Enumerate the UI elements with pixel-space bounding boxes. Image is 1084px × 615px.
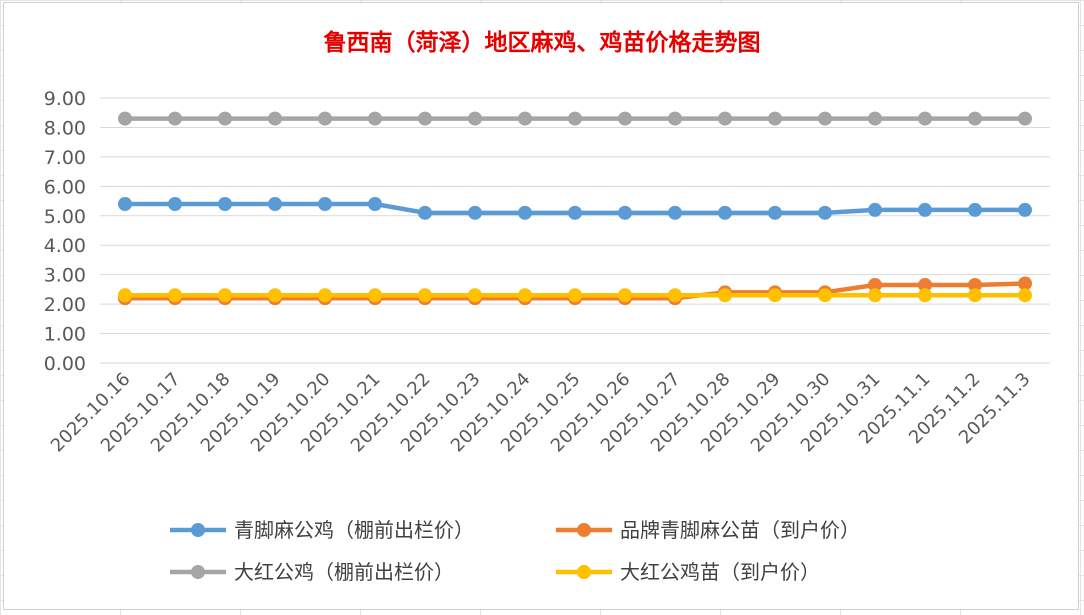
data-point [968, 288, 982, 303]
series-layer [118, 111, 1032, 306]
data-point [518, 288, 532, 303]
data-point [818, 111, 832, 126]
data-point [918, 202, 932, 217]
data-point [618, 205, 632, 220]
data-point [368, 111, 382, 126]
data-point [718, 111, 732, 126]
data-point [918, 111, 932, 126]
x-axis-ticks: 2025.10.162025.10.172025.10.182025.10.19… [47, 369, 1035, 457]
data-point [668, 288, 682, 303]
data-point [168, 111, 182, 126]
data-point [768, 205, 782, 220]
legend: 青脚麻公鸡（棚前出栏价） 品牌青脚麻公苗（到户价） 大红公鸡（棚前出栏价） 大红公鸡苗… [170, 518, 860, 584]
data-point [118, 288, 132, 303]
data-point [668, 205, 682, 220]
y-tick-label: 6.00 [44, 176, 86, 198]
gridlines [100, 97, 1050, 364]
y-tick-label: 8.00 [44, 117, 86, 139]
data-point [768, 288, 782, 303]
series-0 [118, 197, 1032, 220]
data-point [368, 197, 382, 211]
series-3 [118, 288, 1032, 303]
legend-swatch-marker [577, 523, 591, 537]
chart-frame[interactable] [3, 2, 1079, 610]
data-point [918, 277, 932, 292]
y-tick-label: 0.00 [44, 353, 86, 375]
data-point [168, 197, 182, 211]
data-point [568, 111, 582, 126]
data-point [518, 111, 532, 126]
data-point [968, 202, 982, 217]
data-point [868, 111, 882, 126]
data-point [218, 111, 232, 126]
data-point [868, 202, 882, 217]
legend-label: 青脚麻公鸡（棚前出栏价） [234, 518, 474, 542]
data-point [868, 277, 882, 292]
legend-swatch-marker [191, 565, 205, 579]
data-point [268, 197, 282, 211]
data-point [418, 205, 432, 220]
data-point [618, 111, 632, 126]
data-point [118, 111, 132, 126]
data-point [968, 111, 982, 126]
legend-swatch-marker [191, 523, 205, 537]
chart-title: 鲁西南（菏泽）地区麻鸡、鸡苗价格走势图 [323, 29, 761, 56]
data-point [218, 197, 232, 211]
y-tick-label: 7.00 [44, 147, 86, 169]
y-tick-label: 2.00 [44, 294, 86, 316]
y-tick-label: 4.00 [44, 235, 86, 257]
data-point [568, 205, 582, 220]
data-point [118, 197, 132, 211]
data-point [718, 288, 732, 303]
data-point [468, 288, 482, 303]
data-point [1018, 288, 1032, 303]
data-point [418, 111, 432, 126]
legend-label: 大红公鸡（棚前出栏价） [234, 560, 454, 584]
data-point [768, 111, 782, 126]
y-tick-label: 5.00 [44, 206, 86, 228]
data-point [868, 288, 882, 303]
series-2 [118, 111, 1032, 126]
data-point [818, 205, 832, 220]
data-point [218, 288, 232, 303]
legend-item-0[interactable]: 青脚麻公鸡（棚前出栏价） [170, 518, 474, 542]
data-point [368, 288, 382, 303]
y-tick-label: 3.00 [44, 265, 86, 287]
data-point [518, 205, 532, 220]
data-point [268, 288, 282, 303]
data-point [318, 197, 332, 211]
legend-label: 大红公鸡苗（到户价） [620, 560, 820, 584]
data-point [1018, 202, 1032, 217]
data-point [268, 111, 282, 126]
data-point [318, 288, 332, 303]
data-point [1018, 276, 1032, 291]
legend-label: 品牌青脚麻公苗（到户价） [620, 518, 860, 542]
data-point [168, 288, 182, 303]
data-point [468, 111, 482, 126]
data-point [718, 205, 732, 220]
data-point [468, 205, 482, 220]
data-point [918, 288, 932, 303]
data-point [818, 288, 832, 303]
legend-item-2[interactable]: 大红公鸡（棚前出栏价） [170, 560, 454, 584]
data-point [568, 288, 582, 303]
y-tick-label: 9.00 [44, 88, 86, 110]
data-point [418, 288, 432, 303]
legend-item-3[interactable]: 大红公鸡苗（到户价） [556, 560, 820, 584]
data-point [618, 288, 632, 303]
data-point [668, 111, 682, 126]
y-axis-ticks: 0.00 1.00 2.00 3.00 4.00 5.00 6.00 7.00 8.00 9.00 [44, 88, 86, 375]
data-point [1018, 111, 1032, 126]
data-point [968, 277, 982, 292]
legend-swatch-marker [577, 565, 591, 579]
legend-item-1[interactable]: 品牌青脚麻公苗（到户价） [556, 518, 860, 542]
y-tick-label: 1.00 [44, 324, 86, 346]
data-point [318, 111, 332, 126]
